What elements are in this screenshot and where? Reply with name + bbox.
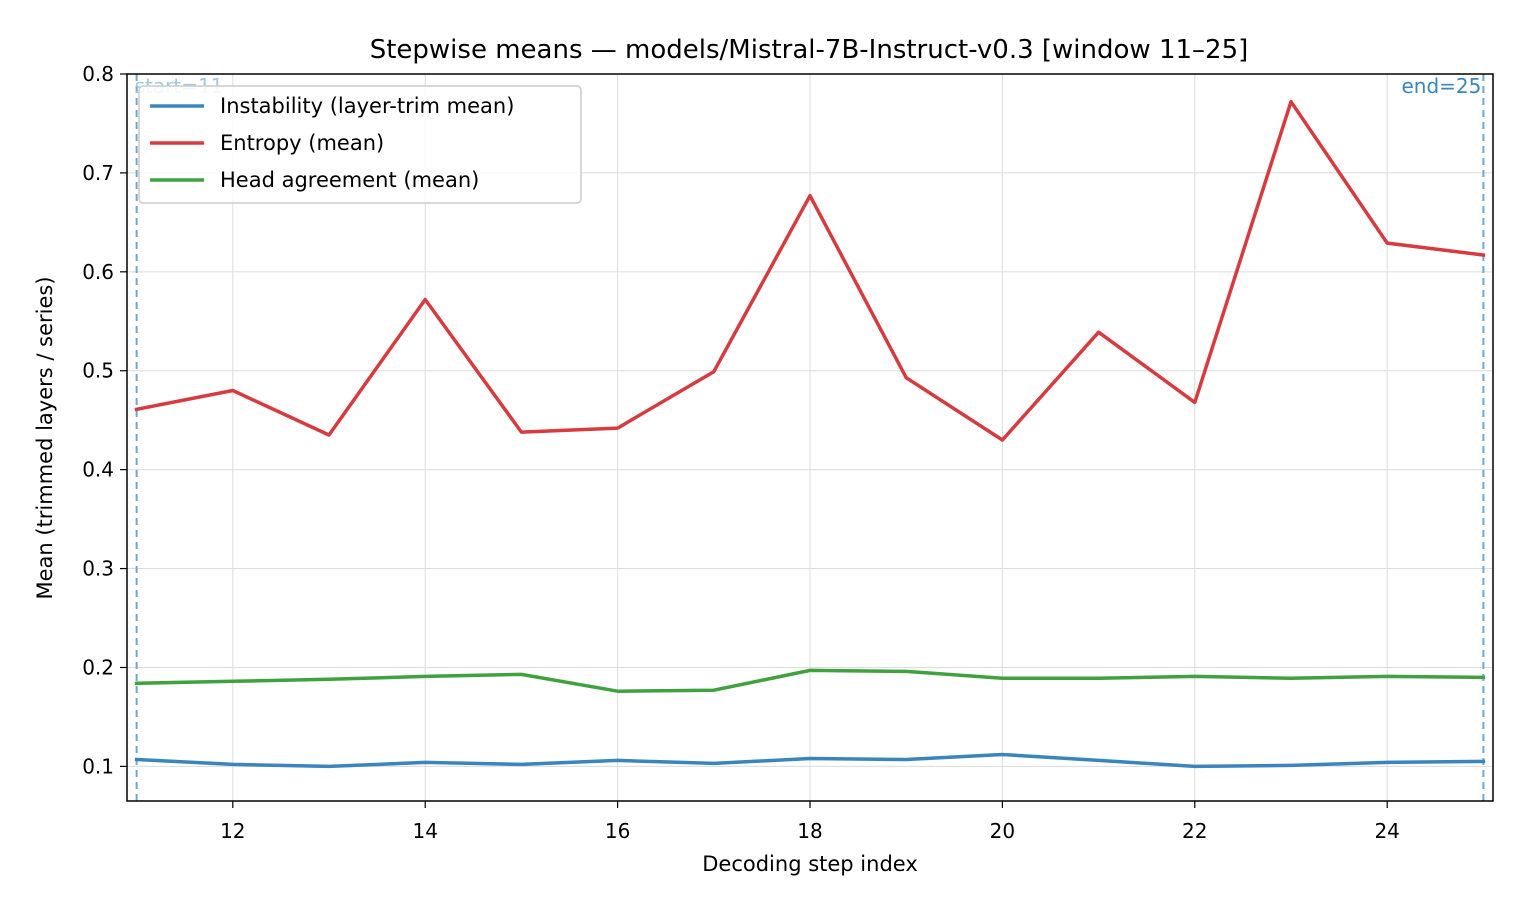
legend-label: Entropy (mean)	[220, 131, 384, 155]
y-axis-ticks: 0.1 0.2 0.3 0.4 0.5 0.6 0.7 0.8	[82, 62, 127, 778]
chart-title: Stepwise means — models/Mistral-7B-Instr…	[370, 35, 1249, 65]
y-tick-label: 0.6	[82, 260, 114, 284]
y-tick-label: 0.1	[82, 754, 114, 778]
series-line	[134, 668, 1486, 693]
y-tick-label: 0.7	[82, 161, 114, 185]
x-tick-label: 24	[1374, 819, 1399, 843]
window-markers	[135, 74, 1485, 801]
y-tick-label: 0.2	[82, 655, 114, 679]
legend-label: Instability (layer-trim mean)	[220, 94, 514, 118]
legend-box	[138, 85, 582, 204]
series-lines	[134, 99, 1486, 769]
legend-label: Head agreement (mean)	[220, 168, 479, 192]
series-line	[134, 752, 1486, 769]
x-axis-ticks: 12 14 16 18 20 22 24	[220, 801, 1400, 843]
x-axis-label: Decoding step index	[702, 852, 918, 876]
y-tick-label: 0.8	[82, 62, 114, 86]
x-tick-label: 12	[220, 819, 245, 843]
x-tick-label: 14	[412, 819, 437, 843]
x-tick-label: 16	[605, 819, 630, 843]
series-line	[134, 99, 1486, 442]
x-tick-label: 18	[797, 819, 822, 843]
y-tick-label: 0.4	[82, 458, 114, 482]
legend: Instability (layer-trim mean) Entropy (me…	[138, 85, 582, 204]
y-tick-label: 0.5	[82, 359, 114, 383]
y-tick-label: 0.3	[82, 557, 114, 581]
y-axis-label: Mean (trimmed layers / series)	[33, 276, 57, 599]
end-marker-label: end=25	[1401, 74, 1481, 98]
x-tick-label: 22	[1182, 819, 1207, 843]
x-tick-label: 20	[990, 819, 1015, 843]
